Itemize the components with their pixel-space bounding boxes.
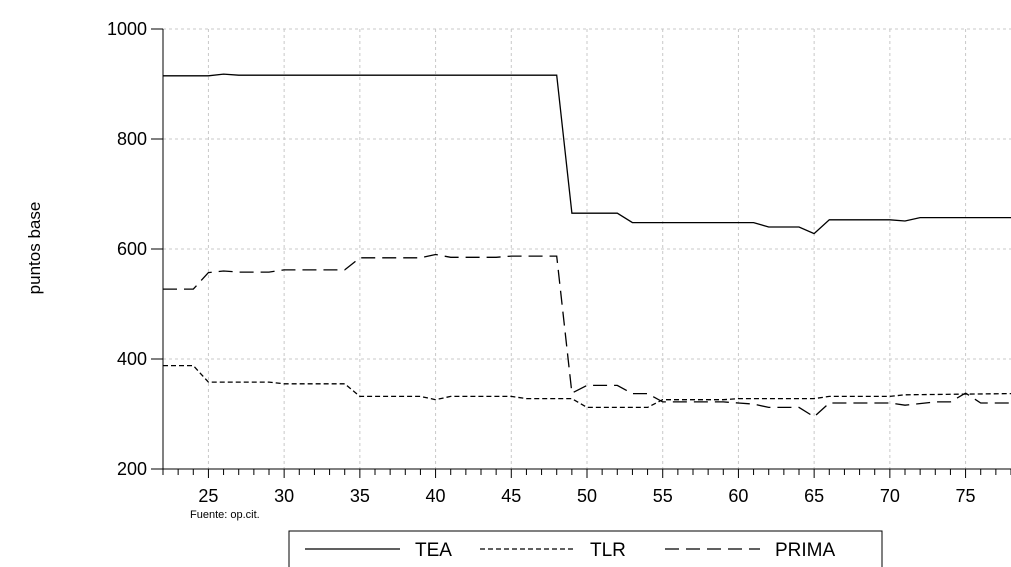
- x-tick-label: 60: [728, 486, 748, 506]
- series-line-tea: [163, 73, 1011, 235]
- x-tick-label: 75: [956, 486, 976, 506]
- legend-label-tlr: TLR: [590, 540, 626, 561]
- y-tick-label: 1000: [107, 19, 147, 39]
- legend-label-tea: TEA: [415, 540, 452, 561]
- source-note: Fuente: op.cit.: [190, 509, 260, 521]
- x-tick-label: 30: [274, 486, 294, 506]
- x-tick-label: 25: [198, 486, 218, 506]
- y-tick-label: 200: [117, 459, 147, 479]
- x-tick-label: 55: [653, 486, 673, 506]
- axes: [151, 28, 1011, 478]
- legend: TEA TLR PRIMA: [288, 530, 883, 567]
- legend-label-prima: PRIMA: [775, 540, 836, 561]
- x-tick-label: 35: [350, 486, 370, 506]
- y-tick-label: 400: [117, 349, 147, 369]
- x-tick-label: 40: [426, 486, 446, 506]
- grid: [163, 28, 1011, 469]
- x-tick-label: 45: [501, 486, 521, 506]
- series-lines: [163, 73, 1011, 418]
- y-tick-label: 800: [117, 129, 147, 149]
- series-line-tlr: [163, 364, 1011, 409]
- x-tick-label: 70: [880, 486, 900, 506]
- x-tick-label: 65: [804, 486, 824, 506]
- x-tick-label: 50: [577, 486, 597, 506]
- tick-labels: 200 400 600 800 1000 25 30 35 40 45 50 55 60 65 70 75: [107, 19, 976, 506]
- series-line-prima: [163, 253, 1011, 418]
- y-tick-label: 600: [117, 239, 147, 259]
- y-axis-title: puntos base: [25, 202, 44, 295]
